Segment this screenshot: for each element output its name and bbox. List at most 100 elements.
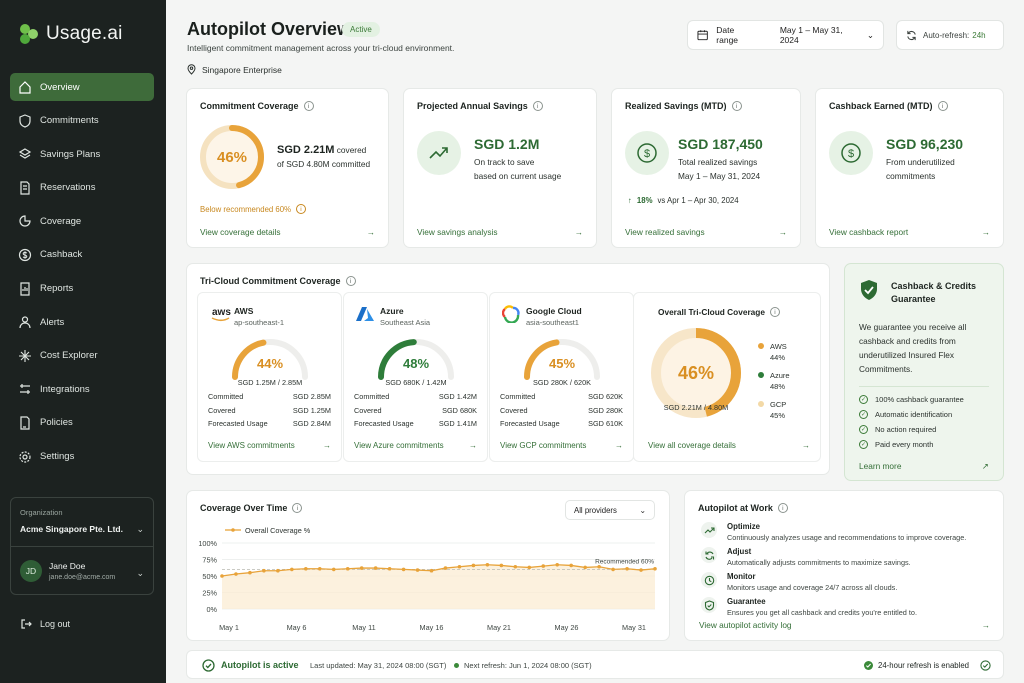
data-point: [583, 565, 587, 570]
autopilot-item-title: Guarantee: [727, 597, 766, 606]
guarantee-item: ✓ Paid every month: [859, 437, 964, 452]
avatar[interactable]: JD: [20, 560, 42, 582]
view-cashback-report-link[interactable]: View cashback report →: [829, 227, 990, 237]
data-point: [262, 568, 266, 573]
view-provider-commitments-link[interactable]: View GCP commitments →: [500, 441, 623, 450]
table-row: Covered SGD 1.25M: [208, 406, 331, 420]
sidebar-item-label: Reports: [40, 283, 74, 295]
card-title-text: Cashback Earned (MTD): [829, 101, 933, 111]
info-icon[interactable]: i: [345, 276, 356, 286]
sidebar-item-settings[interactable]: Settings: [10, 443, 154, 471]
sidebar-item-overview[interactable]: Overview: [10, 73, 154, 101]
sidebar-item-reports[interactable]: Reports: [10, 275, 154, 303]
sidebar-item-coverage[interactable]: Coverage: [10, 207, 154, 235]
provider-filter-select[interactable]: All providers ⌄: [565, 500, 655, 520]
svg-text:$: $: [848, 148, 854, 160]
divider: [859, 386, 989, 387]
view-provider-commitments-link[interactable]: View Azure commitments →: [354, 441, 477, 450]
row-label: Committed: [500, 392, 536, 401]
info-icon[interactable]: i: [937, 101, 948, 111]
guarantee-item-label: Automatic identification: [875, 410, 953, 419]
row-value: SGD 1.41M: [438, 419, 477, 428]
data-point: [220, 574, 224, 578]
row-value: SGD 2.84M: [292, 419, 331, 428]
data-point: [555, 562, 560, 567]
legend-label: Overall Coverage %: [245, 526, 311, 535]
guarantee-item-label: No action required: [875, 425, 937, 434]
sidebar-item-savings-plans[interactable]: Savings Plans: [10, 140, 154, 168]
sidebar-item-cashback[interactable]: Cashback: [10, 241, 154, 269]
refresh-icon: [907, 30, 916, 40]
chevron-down-icon[interactable]: ⌄: [136, 568, 144, 578]
sidebar: Usage.ai Overview Commitments Savings Plan…: [0, 0, 166, 683]
info-icon[interactable]: i: [532, 101, 543, 111]
info-icon[interactable]: i: [303, 101, 314, 111]
auto-refresh-label: Auto-refresh:: [923, 30, 970, 40]
data-point: [471, 563, 476, 568]
overall-title-text: Overall Tri-Cloud Coverage: [658, 307, 765, 317]
provider-gauge: 44% SGD 1.25M / 2.85M: [225, 333, 315, 393]
provider-gauge: 45% SGD 280K / 620K: [517, 333, 607, 393]
row-label: Covered: [208, 405, 236, 415]
sidebar-item-label: Commitments: [40, 115, 99, 127]
view-realized-savings-link[interactable]: View realized savings →: [625, 227, 787, 237]
provider-table: Committed SGD 620K Covered SGD 280K Forecast…: [500, 392, 623, 433]
info-icon[interactable]: i: [769, 307, 780, 317]
arrow-right-icon: →: [981, 227, 990, 237]
provider-card-azure: Azure Southeast Asia 48% SGD 680K / 1.42M Co…: [343, 292, 488, 462]
sidebar-item-policies[interactable]: Policies: [10, 409, 154, 437]
view-savings-analysis-link[interactable]: View savings analysis →: [417, 227, 583, 237]
view-coverage-details-link[interactable]: View coverage details →: [200, 227, 375, 237]
clock-icon: [701, 572, 717, 588]
status-bar: Autopilot is active Last updated: May 31…: [186, 650, 1004, 679]
link-text: View cashback report: [829, 227, 909, 237]
check-icon: ✓: [859, 395, 868, 404]
auto-refresh-button[interactable]: Auto-refresh: 24h: [896, 20, 1004, 50]
sidebar-item-reservations[interactable]: Reservations: [10, 174, 154, 202]
projected-line1: On track to save: [474, 157, 535, 167]
row-value: SGD 1.42M: [438, 392, 477, 401]
divider: [11, 546, 153, 547]
learn-more-link[interactable]: Learn more ↗: [859, 461, 989, 471]
projected-savings-card: Projected Annual Savings i SGD 1.2M On tr…: [403, 88, 597, 248]
gauge-fill: [524, 339, 560, 380]
view-provider-commitments-link[interactable]: View AWS commitments →: [208, 441, 331, 450]
autopilot-at-work-card: Autopilot at Work i Optimize Continuously …: [684, 490, 1004, 641]
view-all-coverage-link[interactable]: View all coverage details →: [648, 441, 810, 450]
arrow-right-icon: →: [366, 227, 375, 237]
data-point: [597, 564, 601, 569]
provider-card-google-cloud: Google Cloud asia-southeast1 45% SGD 280K /…: [489, 292, 634, 462]
data-point: [569, 563, 573, 568]
y-tick-label: 100%: [198, 539, 217, 548]
autopilot-item-title: Adjust: [727, 547, 752, 556]
sidebar-item-alerts[interactable]: Alerts: [10, 308, 154, 336]
cashback-line2: commitments: [886, 171, 936, 181]
org-switcher[interactable]: Organization Acme Singapore Pte. Ltd. ⌄ …: [10, 497, 154, 595]
date-range-picker[interactable]: Date range May 1 – May 31, 2024 ⌄: [687, 20, 884, 50]
logout-button[interactable]: Log out: [20, 618, 70, 630]
row-value: SGD 2.85M: [292, 392, 331, 401]
trend-up-icon: [417, 131, 461, 175]
sidebar-item-cost-explorer[interactable]: Cost Explorer: [10, 342, 154, 370]
coverage-covered-word: covered: [336, 145, 367, 155]
legend-name: Azure: [770, 371, 790, 380]
info-icon[interactable]: i: [292, 503, 303, 513]
guarantee-item: ✓ 100% cashback guarantee: [859, 392, 964, 407]
data-point: [625, 566, 629, 571]
guarantee-item: ✓ No action required: [859, 422, 964, 437]
coverage-ring-fill: [200, 125, 264, 189]
sidebar-item-integrations[interactable]: Integrations: [10, 375, 154, 403]
info-icon[interactable]: i: [296, 204, 307, 214]
legend-name: GCP: [770, 400, 787, 409]
info-icon[interactable]: i: [731, 101, 742, 111]
page-title: Autopilot Overview: [187, 19, 352, 39]
brand-logo[interactable]: Usage.ai: [18, 22, 123, 46]
card-title-text: Projected Annual Savings: [417, 101, 528, 111]
info-icon[interactable]: i: [777, 503, 788, 513]
chevron-down-icon[interactable]: ⌄: [136, 524, 144, 534]
card-title: Cashback Earned (MTD) i: [829, 101, 948, 111]
link-text: View all coverage details: [648, 441, 736, 450]
autopilot-item: Monitor Monitors usage and coverage 24/7 …: [701, 572, 897, 592]
sidebar-item-commitments[interactable]: Commitments: [10, 107, 154, 135]
view-autopilot-log-link[interactable]: View autopilot activity log →: [699, 620, 990, 630]
